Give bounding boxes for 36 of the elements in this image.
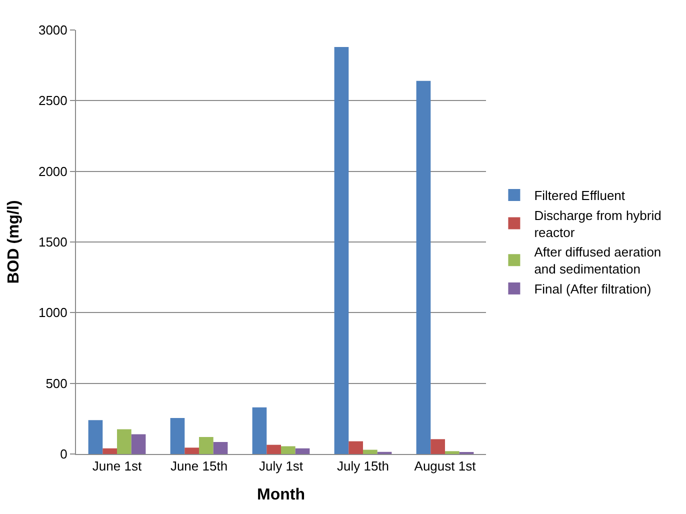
bar [430, 439, 445, 454]
y-tick-label: 3000 [38, 22, 68, 38]
x-tick-label: July 15th [336, 458, 390, 474]
y-axis-title: BOD (mg/l) [5, 200, 22, 284]
y-tick-label: 2000 [38, 164, 68, 179]
bar [348, 441, 363, 454]
y-tick-label: 1000 [38, 305, 68, 320]
bar [117, 429, 132, 454]
bar [281, 446, 296, 454]
x-axis-title: Month [257, 486, 305, 504]
x-tick-label: June 1st [92, 458, 142, 474]
bar [213, 442, 228, 454]
x-tick-label: June 15th [170, 458, 228, 474]
bar [334, 46, 349, 454]
bar [266, 444, 281, 454]
legend-label: Filtered Effluent [534, 188, 626, 204]
bar [199, 437, 214, 454]
legend-label: After diffused aeration and sedimentation [534, 244, 662, 277]
bar [184, 448, 199, 454]
bar [88, 420, 103, 454]
bar [102, 448, 117, 454]
bar [363, 450, 378, 454]
x-tick-label: July 1st [258, 458, 304, 474]
y-tick-label: 0 [60, 446, 68, 462]
bar [131, 434, 146, 454]
bar [252, 407, 267, 454]
y-tick-label: 2500 [38, 93, 68, 108]
bar [295, 448, 310, 454]
x-tick-label: August 1st [414, 458, 476, 474]
bar [170, 418, 185, 454]
bar [445, 451, 460, 454]
legend-label: Discharge from hybrid reactor [534, 208, 662, 240]
y-tick-label: 1500 [38, 234, 68, 250]
y-tick-label: 500 [46, 376, 68, 391]
bar [416, 80, 431, 454]
legend-label: Final (After filtration) [534, 282, 652, 297]
